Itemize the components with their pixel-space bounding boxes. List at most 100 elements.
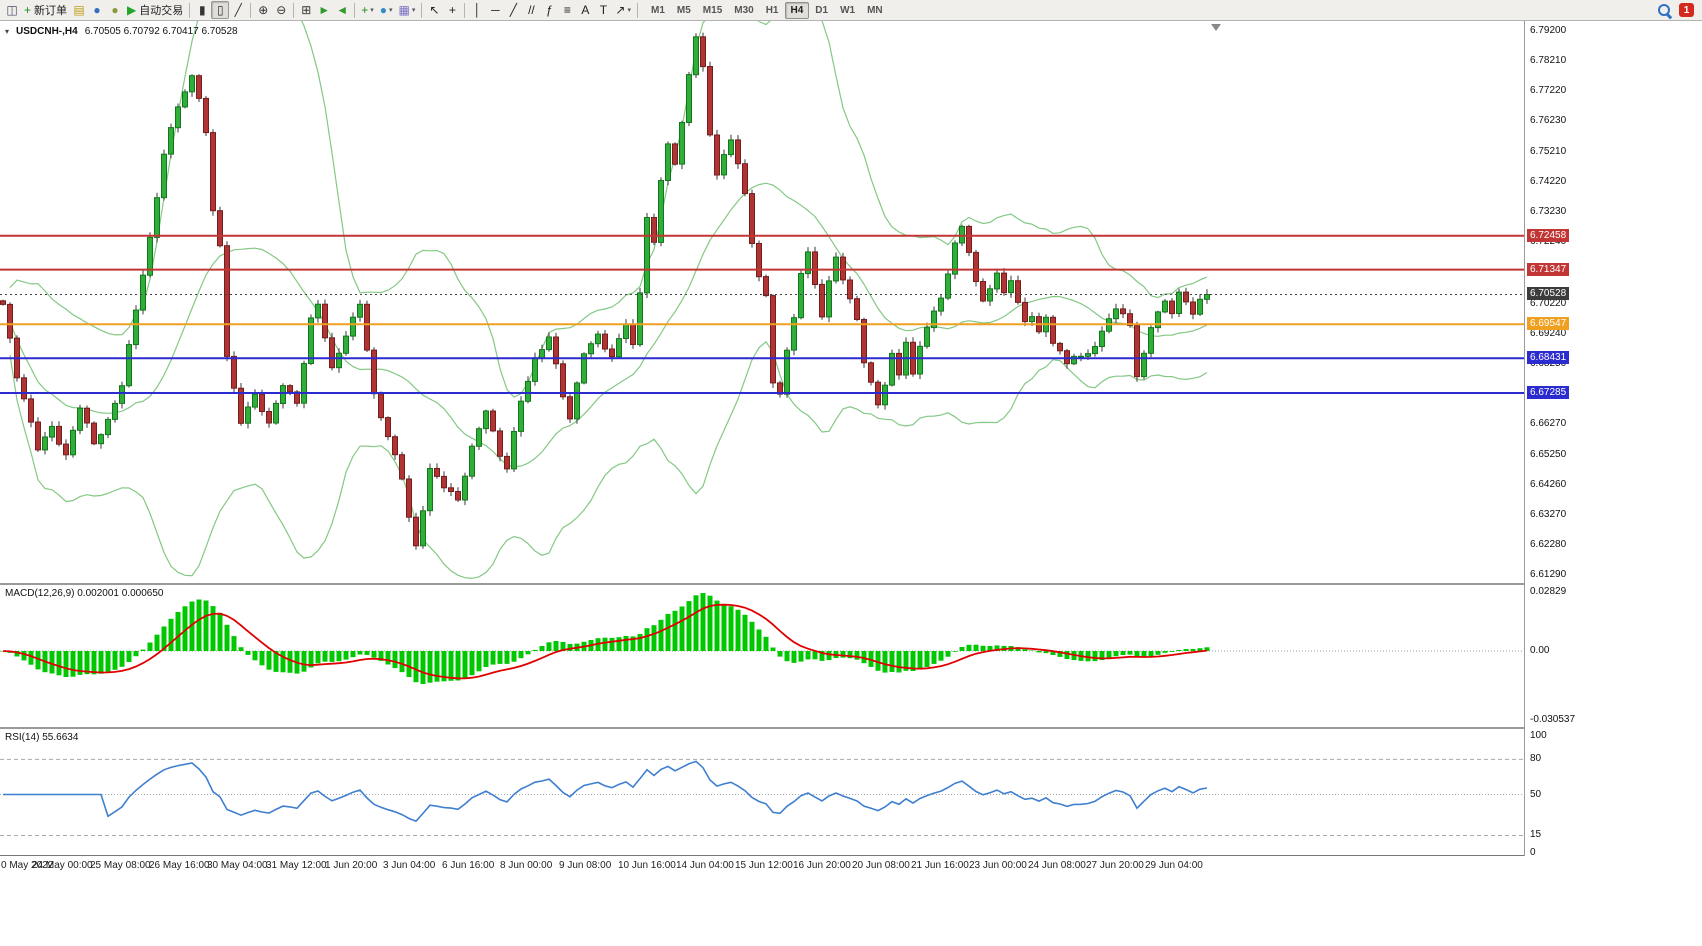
chart-shift-marker[interactable] bbox=[1211, 24, 1221, 31]
price-axis-label: 6.69240 bbox=[1530, 328, 1567, 339]
main-chart-canvas[interactable] bbox=[0, 21, 1525, 583]
panel-separator[interactable] bbox=[0, 727, 1702, 729]
zoom-out-icon[interactable]: ⊖ bbox=[272, 1, 290, 19]
date-axis-label: 20 Jun 08:00 bbox=[852, 860, 910, 871]
label-icon[interactable]: T bbox=[594, 1, 612, 19]
timeframe-d1[interactable]: D1 bbox=[815, 4, 829, 16]
rsi-axis-label: 80 bbox=[1530, 753, 1542, 764]
timeframe-m5[interactable]: M5 bbox=[676, 4, 691, 16]
autotrading-button-label: 自动交易 bbox=[139, 5, 184, 17]
rsi-indicator-name: RSI(14) bbox=[5, 732, 40, 743]
new-order-button-label: 新订单 bbox=[34, 5, 68, 17]
dropdown-caret-icon: ▾ bbox=[411, 7, 416, 14]
indicators-button[interactable]: + ▾ bbox=[358, 1, 377, 19]
date-axis-label: 30 May 04:00 bbox=[207, 860, 268, 871]
price-axis-label: 6.70220 bbox=[1530, 298, 1567, 309]
toolbar-separator bbox=[636, 2, 638, 18]
fibonacci-icon[interactable]: ƒ bbox=[540, 1, 558, 19]
zoom-in-icon[interactable]: ⊕ bbox=[254, 1, 272, 19]
date-axis-label: 3 Jun 04:00 bbox=[383, 860, 436, 871]
text-icon-glyph-icon: A bbox=[581, 3, 590, 17]
data-window-icon[interactable]: ● bbox=[88, 1, 106, 19]
templates-button[interactable]: ▦ ▾ bbox=[396, 1, 419, 19]
timeframe-m30[interactable]: M30 bbox=[734, 4, 754, 16]
chart-symbol: USDCNH-,H4 bbox=[16, 26, 78, 37]
main-toolbar: ◫ + 新订单 ▤ ● ● ▶ 自动交易 ▮ ▯ ╱ ⊕ ⊖ ⊞ ► ◄ + ▾ ● ▾ ▦ ▾ ↖ + │ ─ ╱//ƒ ≡ A T ↗ ▾… bbox=[0, 0, 1702, 21]
notification-badge[interactable]: 1 bbox=[1679, 3, 1694, 17]
timeframe-h1[interactable]: H1 bbox=[765, 4, 779, 16]
candlestick-chart-icon[interactable]: ▯ bbox=[211, 1, 230, 19]
date-axis-label: 15 Jun 12:00 bbox=[735, 860, 793, 871]
price-axis-label: 6.73230 bbox=[1530, 206, 1567, 217]
search-icon[interactable] bbox=[1657, 3, 1672, 18]
timeframe-m1[interactable]: M1 bbox=[650, 4, 665, 16]
timeframe-h4[interactable]: H4 bbox=[784, 1, 810, 19]
autotrading-button[interactable]: ▶ 自动交易 bbox=[124, 1, 186, 19]
price-axis-label: 6.79200 bbox=[1530, 25, 1567, 36]
crosshair-icon[interactable]: + bbox=[443, 1, 461, 19]
rsi-canvas[interactable] bbox=[0, 729, 1525, 855]
label-icon-glyph-icon: T bbox=[599, 3, 608, 17]
date-axis-label: 31 May 12:00 bbox=[266, 860, 327, 871]
trendline-icon[interactable]: ╱ bbox=[504, 1, 522, 19]
price-axis-label: 6.63270 bbox=[1530, 509, 1567, 520]
timeframe-m15[interactable]: M15 bbox=[702, 4, 723, 16]
fibo-lines-icon[interactable]: ≡ bbox=[558, 1, 576, 19]
chart-window-icon[interactable]: ◫ bbox=[3, 1, 21, 19]
date-axis-label: 9 Jun 08:00 bbox=[559, 860, 612, 871]
horizontal-line-icon[interactable]: ─ bbox=[486, 1, 504, 19]
timeframe-mn[interactable]: MN bbox=[867, 4, 883, 16]
fibonacci-icon-glyph-icon: ƒ bbox=[546, 3, 553, 17]
cursor-icon[interactable]: ↖ bbox=[425, 1, 443, 19]
date-axis-label: 16 Jun 20:00 bbox=[793, 860, 851, 871]
date-axis-label: 0 May 2022 bbox=[1, 860, 54, 871]
date-axis-label: 25 May 08:00 bbox=[90, 860, 151, 871]
panel-separator[interactable] bbox=[0, 583, 1702, 585]
chart-collapse-icon[interactable]: ▾ bbox=[5, 27, 10, 36]
level-price-badge: 6.68431 bbox=[1527, 351, 1570, 364]
navigator-icon-glyph-icon: ● bbox=[111, 3, 119, 17]
vertical-line-icon[interactable]: │ bbox=[468, 1, 486, 19]
date-axis-label: 24 May 00:00 bbox=[32, 860, 93, 871]
arrows-icon[interactable]: ↗ ▾ bbox=[612, 1, 634, 19]
date-axis-label: 23 Jun 00:00 bbox=[969, 860, 1027, 871]
line-chart-icon[interactable]: ╱ bbox=[229, 1, 247, 19]
price-axis-label: 6.65250 bbox=[1530, 449, 1567, 460]
dropdown-caret-icon: ▾ bbox=[627, 7, 631, 14]
date-axis-label: 26 May 16:00 bbox=[149, 860, 210, 871]
level-price-badge: 6.71347 bbox=[1527, 263, 1570, 276]
market-watch-icon[interactable]: ▤ bbox=[70, 1, 88, 19]
arrows-icon-glyph-icon: ↗ bbox=[615, 3, 626, 17]
periods-button[interactable]: ● ▾ bbox=[377, 1, 396, 19]
macd-indicator-values: 0.002001 0.000650 bbox=[77, 588, 164, 599]
chart-shift-icon[interactable]: ◄ bbox=[333, 1, 351, 19]
date-axis[interactable]: 0 May 2022 24 May 00:00 25 May 08:00 26 May… bbox=[0, 856, 1524, 880]
date-axis-label: 27 Jun 20:00 bbox=[1086, 860, 1144, 871]
zoom-in-icon-glyph-icon: ⊕ bbox=[258, 3, 269, 17]
date-axis-label: 8 Jun 00:00 bbox=[500, 860, 553, 871]
axis-separator bbox=[0, 855, 1702, 856]
new-order-button[interactable]: + 新订单 bbox=[21, 1, 70, 19]
price-axis-label: 6.66270 bbox=[1530, 418, 1567, 429]
price-axis-label: 6.75210 bbox=[1530, 146, 1567, 157]
price-axis[interactable]: 6.79200 6.78210 6.77220 6.76230 6.75210 6.742… bbox=[1524, 21, 1702, 858]
level-price-badge: 6.72458 bbox=[1527, 229, 1570, 242]
channel-icon[interactable]: // bbox=[522, 1, 540, 19]
tile-windows-icon[interactable]: ⊞ bbox=[297, 1, 315, 19]
date-axis-label: 21 Jun 16:00 bbox=[911, 860, 969, 871]
bar-chart-icon[interactable]: ▮ bbox=[193, 1, 211, 19]
price-axis-label: 6.62280 bbox=[1530, 539, 1567, 550]
chart-window-icon-glyph-icon: ◫ bbox=[6, 3, 18, 17]
macd-axis-label: 0.00 bbox=[1530, 645, 1550, 656]
navigator-icon[interactable]: ● bbox=[106, 1, 124, 19]
toolbar-separator bbox=[250, 2, 252, 18]
horizontal-line-icon-glyph-icon: ─ bbox=[491, 3, 500, 17]
new-order-glyph-icon: + bbox=[24, 3, 32, 17]
date-axis-label: 24 Jun 08:00 bbox=[1028, 860, 1086, 871]
auto-scroll-icon[interactable]: ► bbox=[315, 1, 333, 19]
autotrading-glyph-icon: ▶ bbox=[127, 3, 137, 17]
macd-canvas[interactable] bbox=[0, 585, 1525, 727]
candlestick-chart-icon-glyph-icon: ▯ bbox=[216, 3, 224, 17]
text-icon[interactable]: A bbox=[576, 1, 594, 19]
timeframe-w1[interactable]: W1 bbox=[840, 4, 856, 16]
